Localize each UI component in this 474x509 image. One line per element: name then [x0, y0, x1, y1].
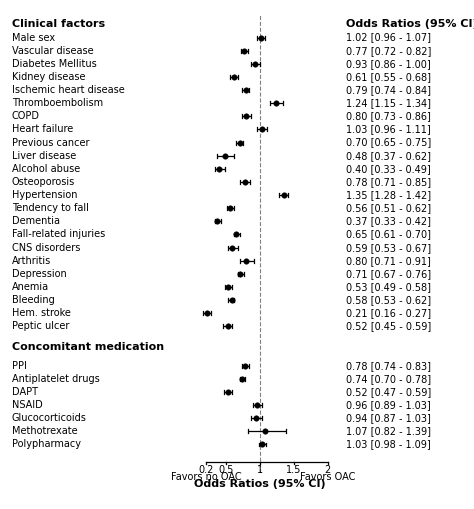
Text: 0.48 [0.37 - 0.62]: 0.48 [0.37 - 0.62] [346, 151, 431, 161]
Text: 1: 1 [257, 465, 263, 475]
Text: 0.53 [0.49 - 0.58]: 0.53 [0.49 - 0.58] [346, 282, 431, 292]
Text: Ischemic heart disease: Ischemic heart disease [12, 85, 125, 95]
Text: NSAID: NSAID [12, 400, 43, 410]
Text: 0.37 [0.33 - 0.42]: 0.37 [0.33 - 0.42] [346, 216, 431, 227]
Text: Male sex: Male sex [12, 33, 55, 43]
Text: PPI: PPI [12, 361, 27, 371]
Text: 0.56 [0.51 - 0.62]: 0.56 [0.51 - 0.62] [346, 203, 431, 213]
Text: 0.80 [0.71 - 0.91]: 0.80 [0.71 - 0.91] [346, 256, 431, 266]
Text: Glucocorticoids: Glucocorticoids [12, 413, 87, 423]
Text: 0.77 [0.72 - 0.82]: 0.77 [0.72 - 0.82] [346, 46, 431, 55]
Text: Kidney disease: Kidney disease [12, 72, 85, 82]
Text: 0.65 [0.61 - 0.70]: 0.65 [0.61 - 0.70] [346, 230, 431, 239]
Text: Bleeding: Bleeding [12, 295, 55, 305]
Text: 0.52 [0.47 - 0.59]: 0.52 [0.47 - 0.59] [346, 387, 431, 397]
Text: COPD: COPD [12, 111, 40, 121]
Text: 0.52 [0.45 - 0.59]: 0.52 [0.45 - 0.59] [346, 321, 431, 331]
Text: Previous cancer: Previous cancer [12, 137, 90, 148]
Text: 0.80 [0.73 - 0.86]: 0.80 [0.73 - 0.86] [346, 111, 431, 121]
Text: Polypharmacy: Polypharmacy [12, 439, 81, 449]
Text: 1.03 [0.98 - 1.09]: 1.03 [0.98 - 1.09] [346, 439, 431, 449]
Text: Methotrexate: Methotrexate [12, 427, 77, 436]
Text: 0.70 [0.65 - 0.75]: 0.70 [0.65 - 0.75] [346, 137, 431, 148]
Text: CNS disorders: CNS disorders [12, 243, 80, 252]
Text: 0.78 [0.71 - 0.85]: 0.78 [0.71 - 0.85] [346, 177, 431, 187]
Text: 2: 2 [325, 465, 331, 475]
Text: Hem. stroke: Hem. stroke [12, 308, 71, 318]
Text: Thromboembolism: Thromboembolism [12, 98, 103, 108]
Text: 0.71 [0.67 - 0.76]: 0.71 [0.67 - 0.76] [346, 269, 431, 279]
Text: Clinical factors: Clinical factors [12, 19, 105, 30]
Text: Diabetes Mellitus: Diabetes Mellitus [12, 59, 97, 69]
Text: Anemia: Anemia [12, 282, 49, 292]
Text: Arthritis: Arthritis [12, 256, 51, 266]
Text: 1.02 [0.96 - 1.07]: 1.02 [0.96 - 1.07] [346, 33, 431, 43]
Text: 0.40 [0.33 - 0.49]: 0.40 [0.33 - 0.49] [346, 164, 431, 174]
Text: 0.58 [0.53 - 0.62]: 0.58 [0.53 - 0.62] [346, 295, 431, 305]
Text: 0.61 [0.55 - 0.68]: 0.61 [0.55 - 0.68] [346, 72, 431, 82]
Text: 1.24 [1.15 - 1.34]: 1.24 [1.15 - 1.34] [346, 98, 431, 108]
Text: 0.2: 0.2 [198, 465, 214, 475]
Text: Peptic ulcer: Peptic ulcer [12, 321, 69, 331]
Text: 0.96 [0.89 - 1.03]: 0.96 [0.89 - 1.03] [346, 400, 431, 410]
Text: 0.94 [0.87 - 1.03]: 0.94 [0.87 - 1.03] [346, 413, 431, 423]
Text: Antiplatelet drugs: Antiplatelet drugs [12, 374, 100, 384]
Text: 0.21 [0.16 - 0.27]: 0.21 [0.16 - 0.27] [346, 308, 431, 318]
Text: 0.78 [0.74 - 0.83]: 0.78 [0.74 - 0.83] [346, 361, 431, 371]
Text: DAPT: DAPT [12, 387, 38, 397]
Text: Fall-related injuries: Fall-related injuries [12, 230, 105, 239]
Text: 1.35 [1.28 - 1.42]: 1.35 [1.28 - 1.42] [346, 190, 431, 200]
Text: 0.74 [0.70 - 0.78]: 0.74 [0.70 - 0.78] [346, 374, 431, 384]
Text: Osteoporosis: Osteoporosis [12, 177, 75, 187]
Text: Odds Ratios (95% CI): Odds Ratios (95% CI) [346, 19, 474, 30]
Text: Dementia: Dementia [12, 216, 60, 227]
Text: Heart failure: Heart failure [12, 125, 73, 134]
Text: 0.5: 0.5 [219, 465, 234, 475]
Text: 0.93 [0.86 - 1.00]: 0.93 [0.86 - 1.00] [346, 59, 431, 69]
Text: 1.03 [0.96 - 1.11]: 1.03 [0.96 - 1.11] [346, 125, 431, 134]
Text: 0.59 [0.53 - 0.67]: 0.59 [0.53 - 0.67] [346, 243, 431, 252]
Text: Favors OAC: Favors OAC [300, 472, 356, 482]
Text: 1.07 [0.82 - 1.39]: 1.07 [0.82 - 1.39] [346, 427, 431, 436]
Text: Vascular disease: Vascular disease [12, 46, 93, 55]
Text: Odds Ratios (95% CI): Odds Ratios (95% CI) [194, 479, 326, 490]
Text: Favors no OAC: Favors no OAC [171, 472, 241, 482]
Text: Hypertension: Hypertension [12, 190, 77, 200]
Text: Tendency to fall: Tendency to fall [12, 203, 89, 213]
Text: Alcohol abuse: Alcohol abuse [12, 164, 80, 174]
Text: Liver disease: Liver disease [12, 151, 76, 161]
Text: Concomitant medication: Concomitant medication [12, 343, 164, 352]
Text: 0.79 [0.74 - 0.84]: 0.79 [0.74 - 0.84] [346, 85, 431, 95]
Text: 1.5: 1.5 [286, 465, 301, 475]
Text: Depression: Depression [12, 269, 67, 279]
